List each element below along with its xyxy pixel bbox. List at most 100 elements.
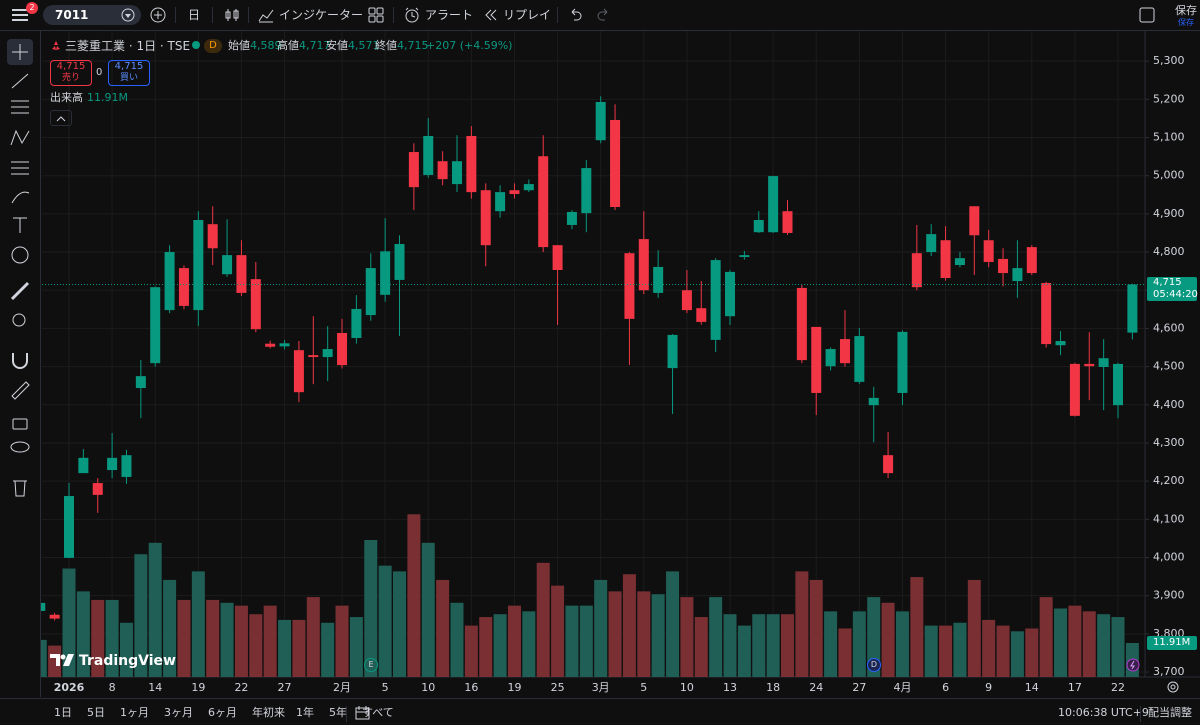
close-value: 4,715	[397, 39, 429, 52]
menu-icon[interactable]	[12, 8, 30, 22]
volume-bar	[1039, 597, 1053, 677]
volume-bar	[220, 602, 234, 677]
add-compare[interactable]	[150, 7, 166, 23]
volume-bar	[910, 577, 924, 677]
range-button[interactable]: 5日	[87, 706, 105, 719]
lock-drawing-tool[interactable]	[11, 381, 30, 400]
split-event[interactable]	[1126, 658, 1140, 672]
y-tick-label: 4,300	[1153, 436, 1185, 449]
interval[interactable]: 日	[188, 8, 201, 22]
high-value: 4,717	[299, 39, 331, 52]
candle-body	[653, 266, 664, 293]
volume-bar	[450, 602, 464, 677]
projection-tool[interactable]	[11, 161, 29, 175]
chart-type[interactable]	[224, 7, 240, 23]
emoji-tool[interactable]	[11, 246, 29, 264]
volume-bar	[953, 622, 967, 677]
range-button[interactable]: 年初来	[252, 706, 285, 719]
volume-bar	[62, 568, 76, 677]
fib-tool[interactable]	[11, 100, 29, 114]
sell-label: 売り	[61, 73, 80, 83]
layout-icon[interactable]	[368, 7, 384, 23]
candle-body	[739, 255, 750, 258]
volume-legend-name[interactable]: 出来高	[50, 91, 83, 104]
axis-settings[interactable]	[1166, 680, 1180, 694]
volume-bar	[263, 605, 277, 677]
volume-bar	[680, 597, 694, 677]
high-label: 高値	[277, 39, 299, 52]
remove-tool[interactable]	[13, 480, 27, 497]
range-button[interactable]: 1日	[54, 706, 72, 719]
visibility-tool[interactable]	[10, 441, 30, 453]
range-button[interactable]: 1年	[296, 706, 314, 719]
candle-body	[811, 326, 822, 393]
zoom-tool[interactable]	[12, 313, 26, 327]
volume-bar	[694, 617, 708, 677]
trend-line-tool[interactable]	[11, 73, 29, 89]
fullscreen[interactable]	[1139, 7, 1155, 23]
y-tick-label: 5,300	[1153, 54, 1185, 67]
range-button[interactable]: 3ヶ月	[164, 706, 193, 719]
range-button[interactable]: すべて	[362, 706, 394, 719]
candle-body	[322, 349, 333, 358]
legend-symbol[interactable]: 三菱重工業 · 1日 · TSE	[65, 39, 191, 53]
volume-bar	[148, 542, 162, 677]
replay-button[interactable]: リプレイ	[503, 8, 552, 22]
range-button[interactable]: 5年	[329, 706, 347, 719]
earnings-event[interactable]: E	[364, 658, 378, 672]
candle-body	[954, 258, 965, 266]
collapse-icon	[56, 116, 66, 122]
goto-date[interactable]	[355, 705, 371, 721]
candle-body	[394, 244, 405, 280]
measure-tool[interactable]	[10, 281, 30, 301]
x-tick-label: 25	[551, 681, 565, 694]
replay-icon	[485, 9, 497, 21]
candle-body	[49, 614, 60, 619]
sell-button[interactable]: 4,715 売り	[50, 60, 92, 86]
dividend-event[interactable]: D	[867, 658, 881, 672]
y-tick-label: 5,000	[1153, 169, 1185, 182]
candle-body	[509, 190, 520, 195]
redo[interactable]	[597, 8, 611, 22]
volume-bar	[852, 611, 866, 677]
candle-body	[178, 268, 189, 306]
volume-bar	[1097, 614, 1111, 677]
brush-tool[interactable]	[11, 191, 30, 204]
candle-body	[207, 224, 218, 249]
volume-bar	[766, 614, 780, 677]
range-button[interactable]: 1ヶ月	[120, 706, 149, 719]
magnet-tool[interactable]	[12, 353, 28, 369]
separator	[557, 7, 558, 23]
candle-body	[696, 308, 707, 322]
collapse-legend[interactable]	[50, 110, 72, 126]
buy-price: 4,715	[114, 61, 144, 72]
crosshair-tool[interactable]	[12, 44, 28, 60]
candle-body	[193, 219, 204, 311]
adjust-button[interactable]: 配当調整	[1148, 706, 1192, 719]
alert-button[interactable]: アラート	[425, 8, 474, 22]
separator	[175, 7, 176, 23]
clock[interactable]: 10:06:38 UTC+9	[1058, 706, 1149, 719]
indicators-button[interactable]: インジケーター	[279, 8, 364, 22]
volume-bar	[608, 591, 622, 677]
candle-body	[365, 268, 376, 316]
save-button[interactable]: 保存	[1175, 4, 1197, 17]
text-tool[interactable]	[13, 217, 27, 233]
volume-bar	[1068, 605, 1082, 677]
notification-badge: 2	[26, 2, 38, 14]
x-tick-label: 5	[640, 681, 647, 694]
volume-bar	[278, 619, 292, 677]
candle-body	[164, 252, 175, 311]
volume-bar	[824, 611, 838, 677]
range-button[interactable]: 6ヶ月	[208, 706, 237, 719]
symbol-search[interactable]: 7011	[43, 5, 141, 25]
buy-button[interactable]: 4,715 買い	[108, 60, 150, 86]
undo[interactable]	[568, 8, 582, 22]
candle-body	[1084, 363, 1095, 367]
lock-tool[interactable]	[12, 418, 28, 430]
volume-bar	[795, 571, 809, 677]
volume-bar	[939, 625, 953, 677]
pattern-tool[interactable]	[10, 129, 30, 146]
